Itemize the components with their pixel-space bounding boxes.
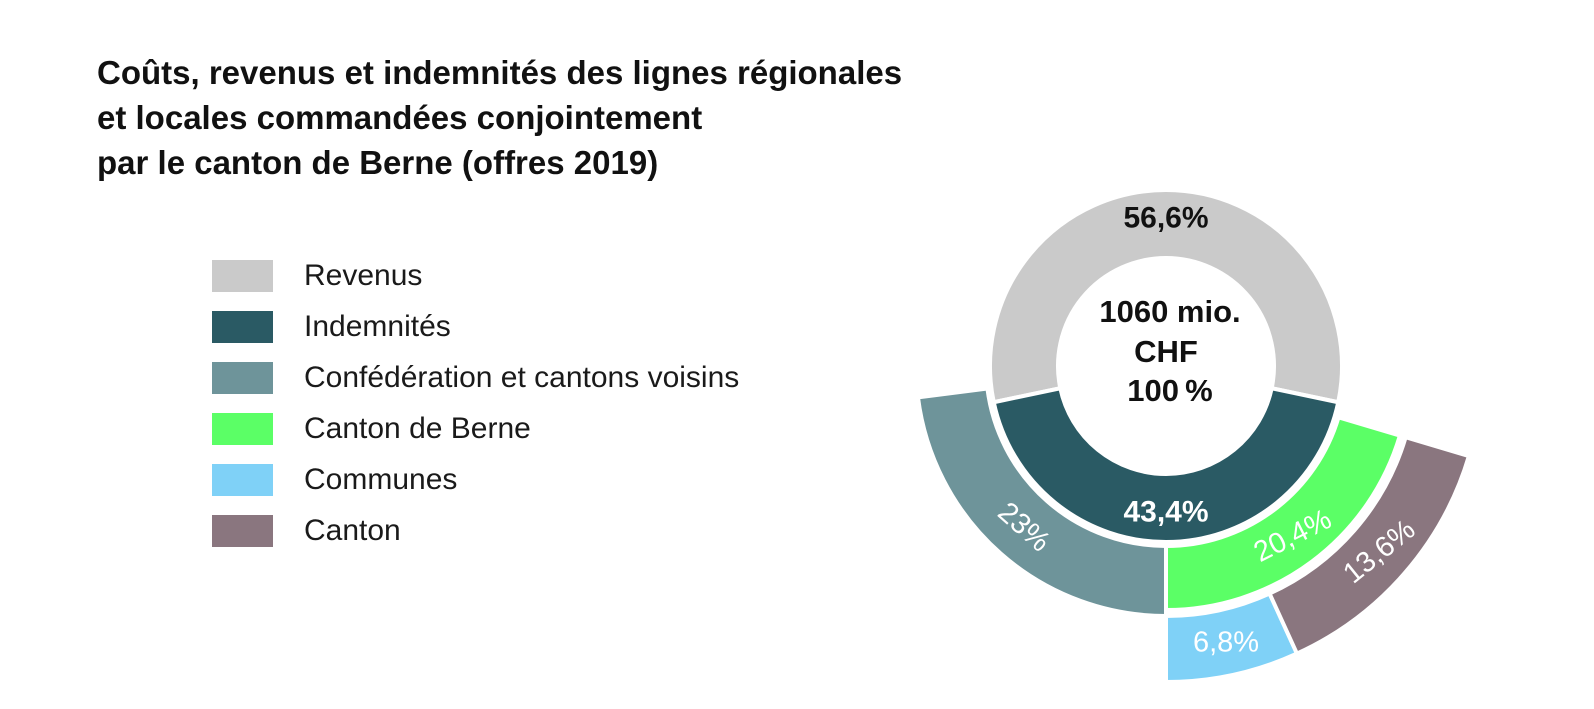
legend-item-canton-de-berne: Canton de Berne bbox=[212, 412, 739, 445]
legend-swatch-revenus bbox=[212, 259, 273, 292]
label-revenus: 56,6% bbox=[1123, 202, 1208, 235]
legend-item-indemnites: Indemnités bbox=[212, 310, 739, 343]
sector-confederation-et-cantons-voisins bbox=[915, 386, 1168, 619]
label-indemnites: 43,4% bbox=[1123, 496, 1208, 529]
legend-swatch-communes bbox=[212, 463, 273, 496]
legend-swatch-canton bbox=[212, 514, 273, 547]
legend-label-revenus: Revenus bbox=[304, 258, 423, 292]
legend-item-revenus: Revenus bbox=[212, 259, 739, 292]
label-communes: 6,8% bbox=[1193, 627, 1259, 659]
chart-title: Coûts, revenus et indemnités des lignes … bbox=[97, 50, 902, 185]
legend: Revenus Indemnités Confédération et cant… bbox=[212, 259, 739, 565]
legend-item-communes: Communes bbox=[212, 463, 739, 496]
sector-canton bbox=[1266, 434, 1472, 657]
legend-item-canton: Canton bbox=[212, 514, 739, 547]
legend-label-confederation: Confédération et cantons voisins bbox=[304, 360, 740, 394]
chart-title-line-2: et locales commandées conjointement bbox=[97, 99, 703, 136]
sector-revenus bbox=[988, 188, 1344, 405]
legend-swatch-confederation bbox=[212, 361, 273, 394]
center-total: 1060 mio. bbox=[1099, 294, 1240, 329]
sector-communes bbox=[1164, 590, 1300, 685]
legend-swatch-indemnites bbox=[212, 310, 273, 343]
legend-label-communes: Communes bbox=[304, 462, 458, 496]
legend-label-canton: Canton bbox=[304, 513, 401, 547]
legend-label-canton-de-berne: Canton de Berne bbox=[304, 411, 531, 445]
legend-label-indemnites: Indemnités bbox=[304, 309, 451, 343]
chart-title-line-3: par le canton de Berne (offres 2019) bbox=[97, 144, 659, 181]
legend-swatch-canton-de-berne bbox=[212, 412, 273, 445]
center-unit: CHF bbox=[1134, 334, 1198, 369]
chart-title-line-1: Coûts, revenus et indemnités des lignes … bbox=[97, 54, 903, 91]
center-percent: 100 % bbox=[1127, 373, 1213, 408]
chart-rings bbox=[915, 188, 1472, 685]
sector-canton-de-berne bbox=[1164, 414, 1403, 613]
chart-center: 1060 mio. CHF 100 % bbox=[1099, 294, 1240, 408]
sector-indemnites bbox=[991, 385, 1341, 544]
legend-item-confederation: Confédération et cantons voisins bbox=[212, 361, 739, 394]
